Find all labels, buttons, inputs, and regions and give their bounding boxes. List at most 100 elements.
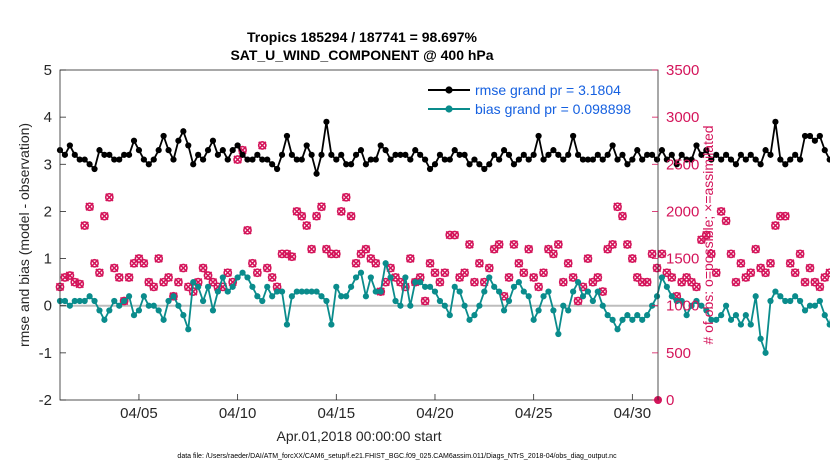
rmse-point (367, 156, 374, 163)
obs-assimilated-marker (702, 230, 711, 240)
bias-point (367, 274, 374, 281)
bias-point (599, 302, 606, 309)
bias-point (742, 312, 749, 319)
obs-possible-marker (435, 277, 445, 287)
obs-assimilated-marker (253, 268, 262, 277)
rmse-point (476, 161, 483, 168)
bias-point (570, 288, 577, 295)
rmse-point (417, 151, 424, 158)
obs-assimilated-marker (608, 240, 617, 249)
bias-point (471, 312, 478, 319)
obs-possible-marker (623, 240, 632, 249)
obs-possible-marker (109, 263, 119, 273)
bias-point (66, 302, 73, 309)
y-axis-label: rmse and bias (model - observation) (16, 123, 32, 347)
obs-possible-marker (65, 271, 75, 280)
rmse-point (629, 156, 636, 163)
obs-layer (55, 141, 830, 404)
plot-area (60, 70, 658, 400)
bias-point (762, 349, 769, 356)
bias-point (431, 288, 439, 295)
bias-point (584, 288, 592, 295)
obs-assimilated-marker (430, 268, 440, 277)
bias-point (678, 297, 685, 305)
bias-point (125, 293, 133, 300)
bias-point (352, 274, 360, 281)
bias-point (505, 297, 513, 305)
obs-possible-marker (277, 249, 287, 259)
rmse-point (269, 161, 276, 168)
obs-possible-marker (297, 211, 307, 221)
bias-point (199, 297, 207, 305)
obs-assimilated-marker (519, 268, 528, 277)
rmse-point (377, 142, 384, 149)
obs-assimilated-marker (593, 273, 602, 282)
bias-point (224, 288, 231, 295)
obs-possible-marker (756, 263, 766, 273)
rmse-point (135, 147, 143, 154)
obs-possible-marker (539, 268, 548, 278)
rmse-point (392, 151, 399, 158)
bias-point (732, 312, 740, 319)
obs-assimilated-marker (233, 155, 242, 164)
rmse-point (298, 156, 305, 163)
obs-assimilated-marker (124, 273, 134, 282)
rmse-point (594, 151, 601, 158)
obs-assimilated-marker (139, 259, 149, 268)
obs-possible-marker (820, 273, 830, 282)
obs-possible-marker (548, 249, 558, 259)
obs-possible-marker (400, 282, 410, 292)
rmse-point (604, 151, 611, 158)
obs-possible-marker (420, 296, 430, 306)
obs-assimilated-marker (667, 273, 676, 282)
rmse-point (722, 151, 730, 158)
bias-point (101, 316, 108, 323)
rmse-point (219, 147, 226, 154)
rmse-point (609, 142, 616, 149)
rmse-point (125, 151, 133, 158)
bias-point (426, 283, 434, 290)
rmse-point (140, 156, 147, 163)
bias-point (348, 283, 355, 290)
bias-point (801, 307, 809, 314)
obs-possible-marker (164, 273, 173, 282)
rmse-point (362, 161, 370, 168)
rmse-point (570, 132, 577, 140)
bias-point (752, 293, 759, 300)
bias-point (510, 283, 518, 290)
obs-assimilated-marker (628, 254, 637, 263)
bias-point (520, 288, 527, 295)
obs-assimilated-marker (307, 244, 316, 254)
bias-point (254, 293, 261, 300)
bias-point (693, 297, 700, 305)
rmse-point (801, 132, 809, 140)
obs-assimilated-marker (149, 282, 158, 292)
obs-possible-marker (721, 216, 731, 226)
obs-assimilated-marker (564, 259, 573, 268)
bias-point (614, 326, 621, 333)
obs-assimilated-marker (189, 287, 198, 296)
obs-possible-marker (706, 249, 716, 259)
bias-point (422, 283, 429, 290)
bias-point (496, 288, 503, 295)
rmse-point (150, 156, 157, 163)
obs-possible-marker (326, 249, 336, 259)
rmse-point (278, 151, 286, 158)
rmse-point (96, 147, 103, 154)
obs-assimilated-marker (751, 244, 760, 254)
obs-possible-marker (144, 277, 154, 287)
obs-assimilated-marker (60, 273, 70, 282)
obs-assimilated-marker (317, 202, 326, 211)
rmse-point (239, 151, 246, 158)
rmse-point (693, 142, 700, 149)
rmse-point (732, 161, 740, 168)
bias-point (663, 283, 670, 290)
obs-assimilated-marker (524, 244, 533, 254)
rmse-point (66, 142, 73, 149)
rmse-point (589, 156, 596, 163)
rmse-point (318, 151, 325, 158)
obs-assimilated-marker (475, 259, 484, 268)
obs-possible-marker (529, 273, 539, 282)
obs-possible-marker (139, 258, 149, 268)
